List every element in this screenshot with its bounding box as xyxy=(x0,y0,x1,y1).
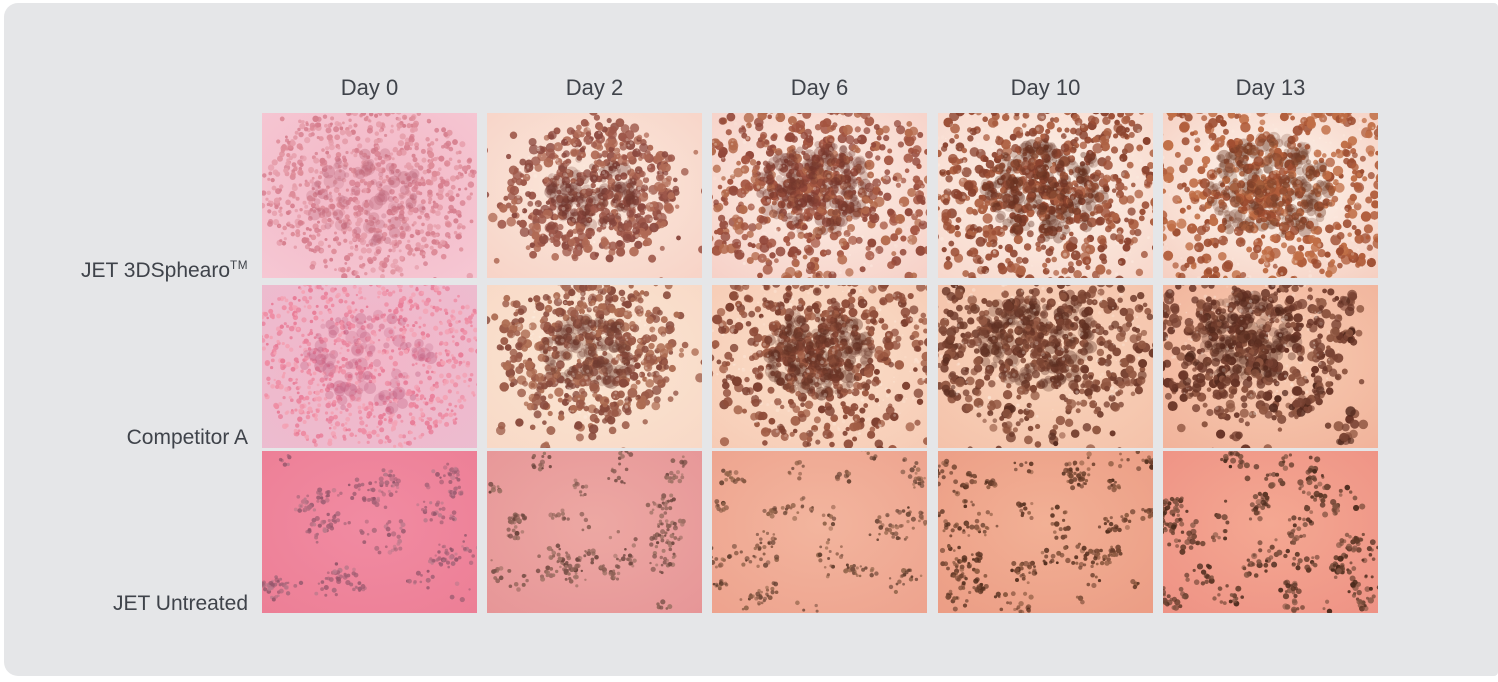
row-label-jet-untreated: JET Untreated xyxy=(0,585,250,615)
micrograph-r1-day0 xyxy=(262,113,477,278)
micrograph-r2-day0 xyxy=(262,285,477,448)
micrograph-r3-day2 xyxy=(487,451,702,613)
micrograph-image xyxy=(712,451,927,613)
column-header-day6: Day 6 xyxy=(790,75,849,100)
micrograph-r2-day6 xyxy=(712,285,927,448)
micrograph-image xyxy=(938,285,1153,448)
micrograph-image xyxy=(262,451,477,613)
micrograph-r1-day10 xyxy=(938,113,1153,278)
micrograph-r3-day10 xyxy=(938,451,1153,613)
micrograph-r1-day2 xyxy=(487,113,702,278)
micrograph-r3-day13 xyxy=(1163,451,1378,613)
column-header-day2: Day 2 xyxy=(565,75,624,100)
micrograph-image xyxy=(487,285,702,448)
trademark-superscript: TM xyxy=(230,259,248,272)
micrograph-r3-day6 xyxy=(712,451,927,613)
micrograph-image xyxy=(938,113,1153,278)
column-header-day13: Day 13 xyxy=(1235,75,1306,100)
micrograph-image xyxy=(1163,113,1378,278)
row-label-jet-3dsphearo: JET 3DSphearoTM xyxy=(0,252,250,282)
micrograph-image xyxy=(487,451,702,613)
micrograph-image xyxy=(262,285,477,448)
row-label-competitor-a: Competitor A xyxy=(0,419,250,449)
row-label-text: Competitor A xyxy=(126,426,248,449)
micrograph-r2-day2 xyxy=(487,285,702,448)
micrograph-image xyxy=(1163,285,1378,448)
micrograph-r2-day13 xyxy=(1163,285,1378,448)
micrograph-image xyxy=(1163,451,1378,613)
micrograph-r1-day13 xyxy=(1163,113,1378,278)
micrograph-image xyxy=(938,451,1153,613)
micrograph-image xyxy=(262,113,477,278)
column-header-day10: Day 10 xyxy=(1010,75,1081,100)
row-label-text: JET Untreated xyxy=(112,592,248,615)
micrograph-image xyxy=(712,285,927,448)
micrograph-image xyxy=(487,113,702,278)
micrograph-r1-day6 xyxy=(712,113,927,278)
row-label-text: JET 3DSphearo xyxy=(81,259,231,282)
micrograph-r3-day0 xyxy=(262,451,477,613)
column-header-day0: Day 0 xyxy=(340,75,399,100)
micrograph-r2-day10 xyxy=(938,285,1153,448)
micrograph-image xyxy=(712,113,927,278)
